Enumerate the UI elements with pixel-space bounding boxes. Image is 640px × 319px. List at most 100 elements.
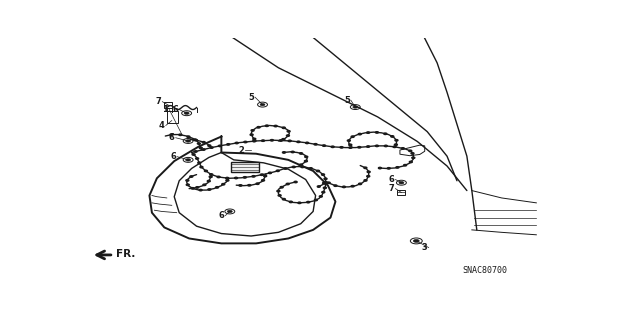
Circle shape	[292, 166, 295, 168]
Circle shape	[411, 153, 414, 154]
Circle shape	[197, 143, 200, 144]
Circle shape	[334, 185, 337, 186]
Circle shape	[196, 158, 198, 159]
Circle shape	[274, 125, 277, 127]
Circle shape	[412, 157, 415, 159]
Circle shape	[260, 174, 263, 175]
Circle shape	[170, 134, 173, 135]
Circle shape	[250, 134, 253, 136]
Circle shape	[271, 139, 273, 141]
Circle shape	[340, 147, 343, 148]
Bar	[164, 102, 172, 108]
Circle shape	[324, 183, 327, 184]
Circle shape	[367, 175, 370, 177]
Circle shape	[199, 147, 202, 149]
Text: 6: 6	[218, 211, 224, 220]
Circle shape	[413, 240, 419, 242]
Circle shape	[221, 183, 225, 185]
Circle shape	[385, 145, 387, 147]
Text: 1: 1	[163, 105, 168, 114]
Circle shape	[317, 186, 320, 187]
Circle shape	[324, 178, 327, 180]
Circle shape	[207, 180, 211, 182]
Circle shape	[319, 196, 323, 197]
Circle shape	[251, 130, 254, 131]
Circle shape	[314, 199, 317, 201]
Circle shape	[321, 174, 324, 175]
Text: FR.: FR.	[116, 249, 135, 259]
Circle shape	[404, 165, 406, 166]
Circle shape	[282, 138, 285, 140]
Circle shape	[253, 138, 256, 140]
Circle shape	[396, 167, 399, 168]
Circle shape	[194, 151, 197, 152]
Circle shape	[288, 140, 291, 142]
Circle shape	[260, 103, 265, 106]
Circle shape	[204, 170, 207, 172]
Circle shape	[264, 175, 267, 177]
Circle shape	[282, 198, 285, 200]
Bar	[397, 189, 405, 196]
Circle shape	[300, 153, 303, 154]
Text: 6: 6	[172, 105, 178, 114]
Circle shape	[351, 185, 354, 187]
Circle shape	[305, 156, 308, 158]
Circle shape	[353, 106, 358, 108]
Circle shape	[323, 182, 326, 184]
Circle shape	[399, 182, 404, 184]
Circle shape	[262, 180, 264, 181]
Circle shape	[276, 170, 279, 172]
Circle shape	[179, 134, 182, 136]
Circle shape	[186, 180, 189, 181]
Circle shape	[266, 125, 268, 127]
Circle shape	[300, 164, 303, 166]
Circle shape	[227, 144, 230, 145]
Circle shape	[190, 176, 193, 177]
Circle shape	[367, 171, 370, 173]
Circle shape	[243, 177, 246, 178]
Circle shape	[216, 187, 218, 188]
Circle shape	[364, 180, 367, 181]
Circle shape	[199, 189, 202, 191]
Circle shape	[278, 195, 281, 196]
Circle shape	[286, 183, 289, 185]
Circle shape	[186, 140, 191, 142]
Text: 4: 4	[159, 121, 164, 130]
Circle shape	[262, 140, 264, 141]
Circle shape	[256, 183, 259, 184]
Circle shape	[193, 139, 196, 140]
Circle shape	[210, 174, 212, 175]
Circle shape	[391, 136, 394, 137]
Circle shape	[227, 210, 232, 213]
Circle shape	[307, 201, 310, 203]
Circle shape	[257, 127, 260, 128]
Circle shape	[200, 166, 203, 168]
Circle shape	[268, 172, 271, 174]
Circle shape	[327, 182, 330, 183]
Circle shape	[317, 170, 319, 172]
Circle shape	[253, 140, 255, 142]
Circle shape	[351, 136, 354, 137]
Circle shape	[358, 146, 361, 148]
Circle shape	[358, 133, 362, 135]
Circle shape	[208, 145, 211, 146]
Circle shape	[294, 181, 297, 183]
Text: 5: 5	[248, 93, 254, 102]
Circle shape	[322, 191, 324, 193]
Text: SNAC80700: SNAC80700	[462, 266, 507, 275]
Circle shape	[358, 183, 362, 185]
Circle shape	[394, 144, 397, 145]
Circle shape	[323, 145, 326, 146]
Circle shape	[297, 141, 300, 143]
Circle shape	[195, 139, 197, 141]
Circle shape	[348, 140, 350, 141]
Circle shape	[184, 112, 189, 115]
Circle shape	[239, 185, 242, 186]
Circle shape	[298, 202, 301, 204]
Polygon shape	[400, 145, 425, 156]
Circle shape	[323, 187, 326, 189]
Circle shape	[401, 148, 404, 149]
Text: 6: 6	[388, 175, 394, 184]
Text: 6: 6	[169, 133, 175, 142]
Circle shape	[217, 176, 220, 178]
